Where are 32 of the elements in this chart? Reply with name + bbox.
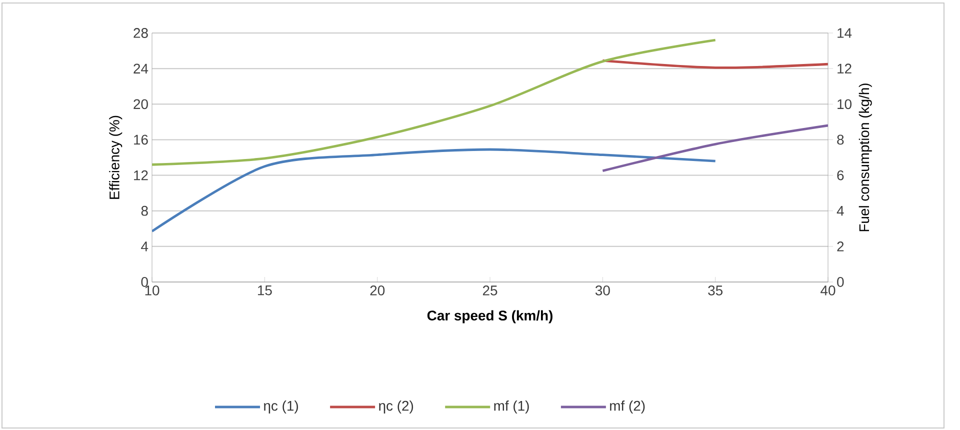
- y2-tick-label: 6: [837, 170, 844, 180]
- x-tick-label: 40: [820, 286, 836, 296]
- y-axis-title: Efficiency (%): [109, 116, 122, 199]
- y2-tick-label: 14: [838, 28, 852, 38]
- y2-axis-title: Fuel consumption (kg/h): [858, 84, 872, 232]
- y-tick-label: 4: [141, 242, 148, 252]
- legend-label: ηc (2): [378, 400, 414, 414]
- y-tick-label: 16: [134, 134, 148, 145]
- x-axis-title: Car speed S (km/h): [427, 310, 552, 324]
- x-tick-label: 30: [595, 286, 610, 296]
- y2-tick-label: 10: [838, 99, 852, 110]
- y-tick-label: 8: [141, 206, 148, 216]
- legend-label: mf (2): [610, 400, 645, 414]
- y2-tick-label: 8: [837, 134, 844, 145]
- x-tick-label: 20: [370, 286, 385, 296]
- y-tick-label: 24: [134, 64, 148, 74]
- line-series: [152, 148, 717, 233]
- y-tick-label: 20: [134, 99, 148, 110]
- x-tick-label: 35: [708, 286, 723, 296]
- y-tick-label: 0: [141, 277, 148, 287]
- y2-tick-label: 12: [838, 64, 852, 74]
- legend-label: ηc (1): [264, 400, 298, 414]
- y2-tick-label: 2: [837, 242, 844, 252]
- y-tick-label: 28: [134, 28, 148, 38]
- y-tick-label: 12: [134, 170, 148, 180]
- x-tick-label: 15: [258, 286, 272, 296]
- legend-label: mf (1): [494, 400, 529, 414]
- x-tick-label: 10: [145, 286, 160, 296]
- line-series: [152, 38, 717, 166]
- y2-tick-label: 0: [837, 277, 844, 287]
- y2-tick-label: 4: [836, 206, 844, 216]
- x-tick-label: 25: [482, 286, 498, 296]
